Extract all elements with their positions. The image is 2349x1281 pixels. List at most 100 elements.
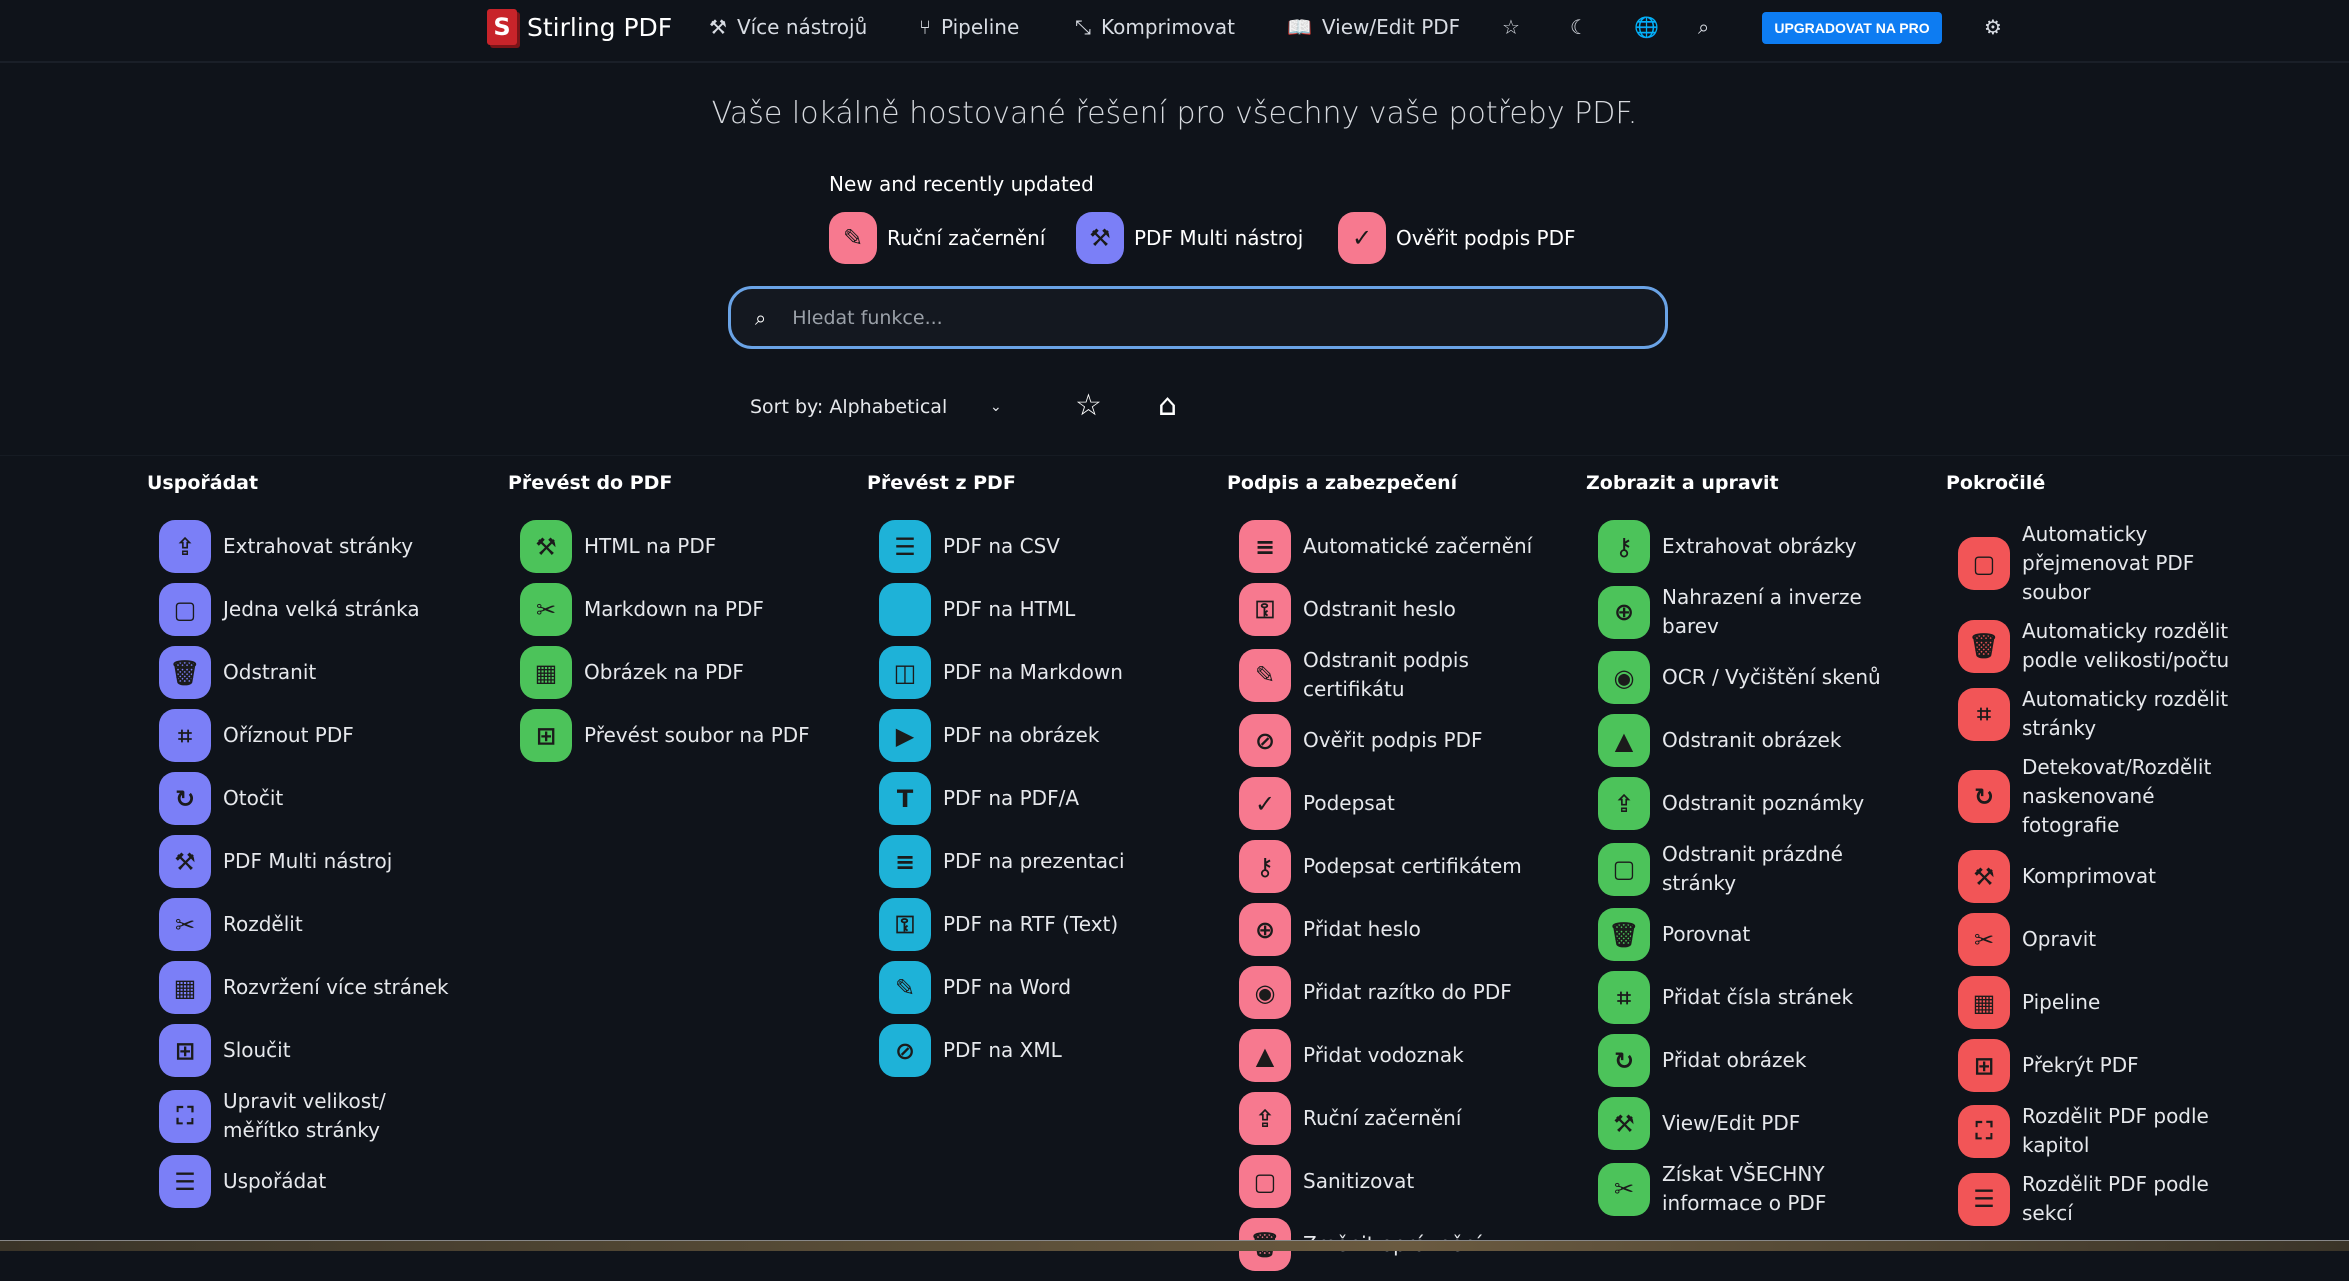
search-button[interactable]: ⌕ xyxy=(1698,0,1709,54)
tool-item[interactable]: ▢ Jedna velká stránka xyxy=(159,583,507,636)
tool-item[interactable]: ⚒ View/Edit PDF xyxy=(1598,1097,1946,1150)
tool-item[interactable]: ▢ Sanitizovat xyxy=(1239,1155,1587,1208)
tool-item[interactable]: 🗑 Automaticky rozdělit podle velikosti/po… xyxy=(1958,617,2306,675)
brand-link[interactable]: S Stirling PDF xyxy=(487,0,672,54)
tool-icon: ⊞ xyxy=(1958,1039,2010,1092)
tool-icon: ✂ xyxy=(159,898,211,951)
tool-item[interactable]: ▦ Obrázek na PDF xyxy=(520,646,868,699)
tool-item[interactable]: 🗑 Porovnat xyxy=(1598,908,1946,961)
tool-item[interactable]: ⊘ Ověřit podpis PDF xyxy=(1239,714,1587,767)
tool-item[interactable]: ✎ Odstranit podpis certifikátu xyxy=(1239,646,1587,704)
tool-item[interactable]: 🗑 Odstranit xyxy=(159,646,507,699)
recent-item[interactable]: ✓ Ověřit podpis PDF xyxy=(1338,212,1575,264)
nav-compress[interactable]: ⤡ Komprimovat xyxy=(1075,0,1235,54)
tool-label: Přidat obrázek xyxy=(1662,1048,1807,1072)
tool-icon: ↻ xyxy=(159,772,211,825)
tool-item[interactable]: ⇪ Extrahovat stránky xyxy=(159,520,507,573)
tool-item[interactable]: ↻ Otočit xyxy=(159,772,507,825)
tool-icon: ⌗ xyxy=(159,709,211,762)
tool-item[interactable]: ↻ Detekovat/Rozdělit naskenované fotograf… xyxy=(1958,753,2306,840)
tool-item[interactable]: ◫ PDF na Markdown xyxy=(879,646,1227,699)
nav-pipeline[interactable]: ⑂ Pipeline xyxy=(919,0,1019,54)
tool-item[interactable]: ✓ Podepsat xyxy=(1239,777,1587,830)
pipeline-icon: ⑂ xyxy=(919,15,931,39)
tool-item[interactable]: ✂ Opravit xyxy=(1958,913,2306,966)
tool-icon: ⇪ xyxy=(1239,1092,1291,1145)
tool-item[interactable]: T PDF na PDF/A xyxy=(879,772,1227,825)
tool-item[interactable]: ⊕ Nahrazení a inverze barev xyxy=(1598,583,1946,641)
tool-icon: ✎ xyxy=(1239,648,1291,702)
tool-icon: ↻ xyxy=(1958,770,2010,823)
recent-heading: New and recently updated xyxy=(829,172,1094,196)
tool-item[interactable]: ⛶ Rozdělit PDF podle kapitol xyxy=(1958,1102,2306,1160)
tool-item[interactable]: ▦ Rozvržení více stránek xyxy=(159,961,507,1014)
tool-icon: ✎ xyxy=(829,212,877,264)
tool-item[interactable]: ⊞ Překrýt PDF xyxy=(1958,1039,2306,1092)
tool-item[interactable]: ☰ Rozdělit PDF podle sekcí xyxy=(1958,1170,2306,1228)
nav-view-edit[interactable]: 📖 View/Edit PDF xyxy=(1287,0,1460,54)
tool-icon: 🗑 xyxy=(159,646,211,699)
tool-icon: ◉ xyxy=(1239,966,1291,1019)
favorites-button[interactable]: ☆ xyxy=(1502,0,1520,54)
tool-item[interactable]: ⇪ Ruční začernění xyxy=(1239,1092,1587,1145)
recent-item[interactable]: ⚒ PDF Multi nástroj xyxy=(1076,212,1303,264)
tool-item[interactable]: ☰ PDF na CSV xyxy=(879,520,1227,573)
tool-item[interactable]: ⛶ Upravit velikost/ měřítko stránky xyxy=(159,1087,507,1145)
tool-item[interactable]: ⌗ Automaticky rozdělit stránky xyxy=(1958,685,2306,743)
tool-icon: ▦ xyxy=(159,961,211,1014)
home-button[interactable]: ⌂ xyxy=(1158,388,1177,423)
tool-label: Převést soubor na PDF xyxy=(584,723,810,747)
tool-item[interactable]: ⊕ Přidat heslo xyxy=(1239,903,1587,956)
tool-item[interactable]: ⚿ Odstranit heslo xyxy=(1239,583,1587,636)
tool-item[interactable]: ⚿ PDF na RTF (Text) xyxy=(879,898,1227,951)
nav-more-tools[interactable]: ⚒ Více nástrojů xyxy=(709,0,867,54)
tool-item[interactable]: ⊞ Převést soubor na PDF xyxy=(520,709,868,762)
tool-item[interactable]: ⚷ Extrahovat obrázky xyxy=(1598,520,1946,573)
nav-label: View/Edit PDF xyxy=(1321,15,1461,39)
tool-item[interactable]: ⌗ Přidat čísla stránek xyxy=(1598,971,1946,1024)
tool-item[interactable]: ⚒ HTML na PDF xyxy=(520,520,868,573)
dark-mode-toggle[interactable]: ☾ xyxy=(1570,0,1588,54)
tool-item[interactable]: PDF na HTML xyxy=(879,583,1227,636)
tool-item[interactable]: ◉ OCR / Vyčištění skenů xyxy=(1598,651,1946,704)
tool-item[interactable]: ☰ Uspořádat xyxy=(159,1155,507,1208)
tool-label: Přidat razítko do PDF xyxy=(1303,980,1512,1004)
tool-item[interactable]: ▶ PDF na obrázek xyxy=(879,709,1227,762)
tool-item[interactable]: ▢ Automaticky přejmenovat PDF soubor xyxy=(1958,520,2306,607)
search-input[interactable] xyxy=(792,306,1665,329)
tool-item[interactable]: ✂ Získat VŠECHNY informace o PDF xyxy=(1598,1160,1946,1218)
tool-item[interactable]: ⊞ Sloučit xyxy=(159,1024,507,1077)
tool-item[interactable]: ✂ Rozdělit xyxy=(159,898,507,951)
settings-button[interactable]: ⚙ xyxy=(1984,0,2002,54)
tool-icon: ⚷ xyxy=(1239,840,1291,893)
tool-item[interactable]: ⚒ PDF Multi nástroj xyxy=(159,835,507,888)
tool-item[interactable]: ⚒ Komprimovat xyxy=(1958,850,2306,903)
tool-icon: ✂ xyxy=(1598,1162,1650,1216)
tool-item[interactable]: ◉ Přidat razítko do PDF xyxy=(1239,966,1587,1019)
tool-label: Otočit xyxy=(223,786,284,810)
tool-item[interactable]: ↻ Přidat obrázek xyxy=(1598,1034,1946,1087)
tool-label: Extrahovat obrázky xyxy=(1662,534,1857,558)
tool-item[interactable]: ⚷ Podepsat certifikátem xyxy=(1239,840,1587,893)
tool-icon: ⚿ xyxy=(879,898,931,951)
sort-select[interactable]: Sort by: Alphabetical ⌄ xyxy=(750,396,1002,418)
upgrade-pro-button[interactable]: UPGRADOVAT NA PRO xyxy=(1762,12,1942,44)
tool-item[interactable]: ≡ Automatické začernění xyxy=(1239,520,1587,573)
tool-icon: ⚿ xyxy=(1239,583,1291,636)
recent-item[interactable]: ✎ Ruční začernění xyxy=(829,212,1045,264)
favorites-filter-button[interactable]: ☆ xyxy=(1075,388,1102,423)
tool-item[interactable]: ✎ PDF na Word xyxy=(879,961,1227,1014)
top-navbar: S Stirling PDF ⚒ Více nástrojů ⑂ Pipeline … xyxy=(0,0,2349,63)
tool-item[interactable]: ▢ Odstranit prázdné stránky xyxy=(1598,840,1946,898)
language-button[interactable]: 🌐 xyxy=(1634,0,1659,54)
tool-item[interactable]: ⇪ Odstranit poznámky xyxy=(1598,777,1946,830)
tool-item[interactable]: ≡ PDF na prezentaci xyxy=(879,835,1227,888)
tool-item[interactable]: ▲ Přidat vodoznak xyxy=(1239,1029,1587,1082)
tool-item[interactable]: ▲ Odstranit obrázek xyxy=(1598,714,1946,767)
tool-item[interactable]: ▦ Pipeline xyxy=(1958,976,2306,1029)
tool-item[interactable]: ⊘ PDF na XML xyxy=(879,1024,1227,1077)
tool-item[interactable]: ⌗ Oříznout PDF xyxy=(159,709,507,762)
tool-label: Ruční začernění xyxy=(1303,1106,1462,1130)
tool-item[interactable]: ✂ Markdown na PDF xyxy=(520,583,868,636)
tool-label: Překrýt PDF xyxy=(2022,1053,2139,1077)
